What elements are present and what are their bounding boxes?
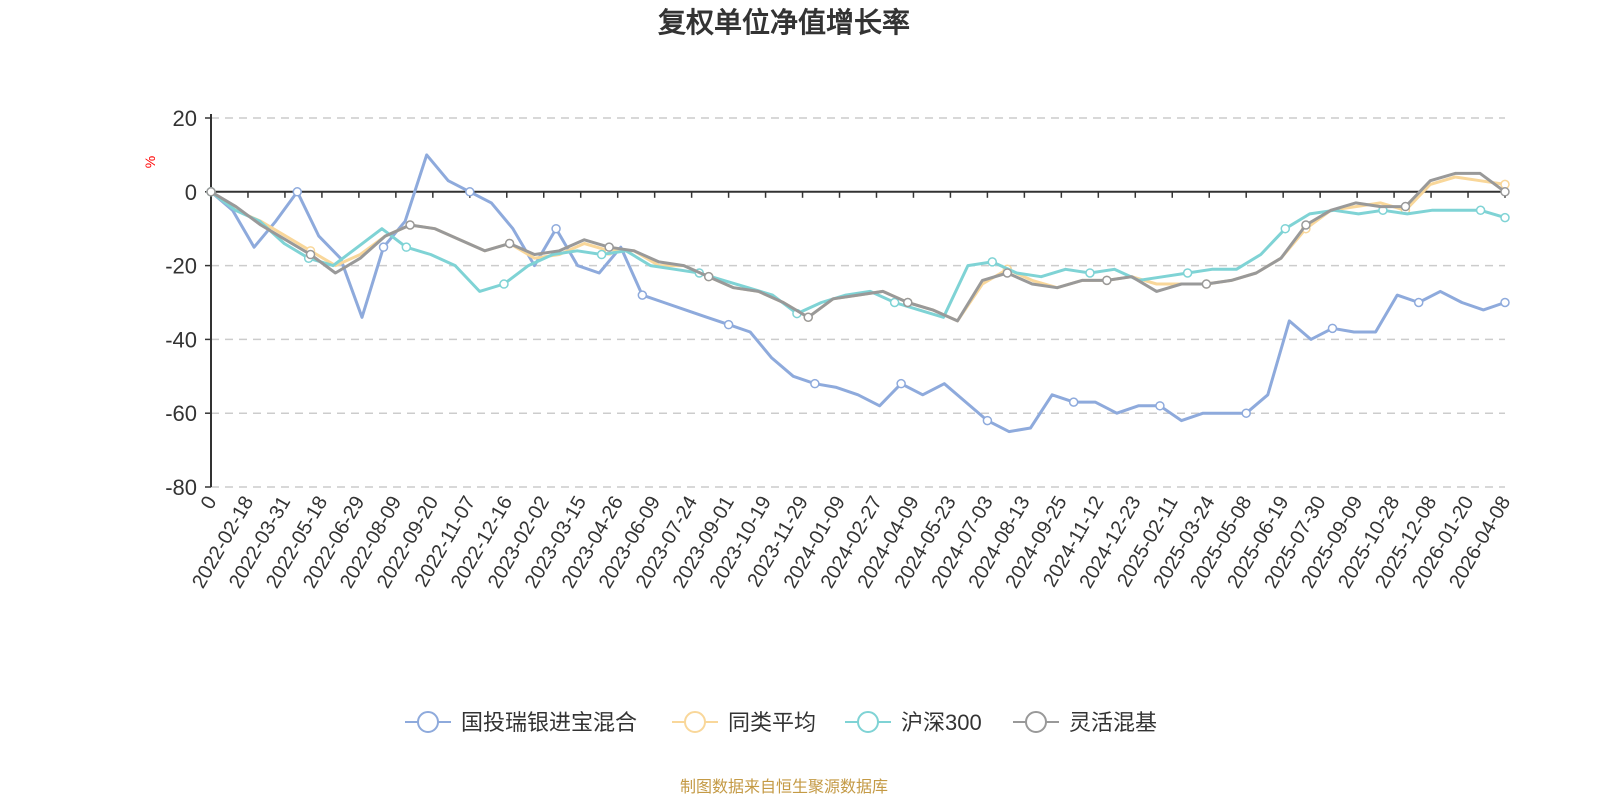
legend-item[interactable]: 沪深300 <box>845 710 982 735</box>
data-point <box>1241 408 1251 418</box>
legend-label: 同类平均 <box>728 710 816 735</box>
data-source-note: 制图数据来自恒生聚源数据库 <box>680 778 888 796</box>
data-point <box>1068 397 1079 407</box>
data-point <box>982 415 993 426</box>
legend-marker-icon <box>684 711 706 733</box>
data-point <box>1182 268 1193 278</box>
data-point <box>1413 297 1424 308</box>
y-tick-label: -80 <box>165 475 197 500</box>
data-point <box>1201 279 1212 289</box>
series-0 <box>206 153 1510 434</box>
data-point <box>1155 401 1165 411</box>
legend-label: 国投瑞银进宝混合 <box>461 710 637 735</box>
data-point <box>504 238 515 249</box>
legend-label: 沪深300 <box>901 710 982 735</box>
data-point <box>1085 268 1095 278</box>
legend-item[interactable]: 国投瑞银进宝混合 <box>405 710 637 735</box>
series-line <box>210 153 1506 434</box>
y-tick-label: -60 <box>165 401 197 426</box>
gridlines <box>211 117 1505 488</box>
legend-item[interactable]: 同类平均 <box>672 710 816 735</box>
y-axis-unit: % <box>142 156 158 168</box>
series-line <box>210 171 1506 323</box>
data-point <box>206 187 216 197</box>
data-point <box>1500 187 1510 197</box>
y-tick-label: -40 <box>165 327 197 352</box>
data-point <box>499 279 509 289</box>
chart-title: 复权单位净值增长率 <box>658 6 910 38</box>
data-point <box>378 242 389 252</box>
series-3 <box>206 171 1510 323</box>
legend-marker-icon <box>857 711 879 733</box>
data-point <box>1327 323 1338 334</box>
data-point <box>596 249 607 260</box>
data-point <box>1280 223 1291 234</box>
series-line <box>210 190 1506 319</box>
series-2 <box>206 187 1510 319</box>
data-point <box>604 242 614 252</box>
data-point <box>1475 205 1486 215</box>
legend-item[interactable]: 灵活混基 <box>1013 710 1157 735</box>
data-point <box>903 297 913 308</box>
data-point <box>551 223 561 234</box>
data-point <box>1500 297 1510 308</box>
data-point <box>723 319 734 330</box>
x-tick-label: 0 <box>197 493 222 514</box>
legend[interactable]: 国投瑞银进宝混合 同类平均 沪深300 灵活混基 <box>405 710 1157 735</box>
axes: 200-20-40-60-8002022-02-182022-03-312022… <box>165 106 1515 592</box>
data-point <box>305 249 316 260</box>
data-point <box>810 378 820 389</box>
data-point <box>1102 275 1112 286</box>
series-lines <box>206 153 1510 434</box>
data-point <box>405 220 415 230</box>
data-point <box>1002 268 1013 278</box>
legend-marker-icon <box>417 711 439 733</box>
data-point <box>703 271 714 282</box>
legend-marker-icon <box>1025 711 1047 733</box>
data-point <box>1301 220 1311 230</box>
y-tick-label: 0 <box>185 180 197 205</box>
data-point <box>896 378 906 389</box>
data-point <box>637 290 648 300</box>
data-point <box>465 187 475 197</box>
data-point <box>1500 212 1510 223</box>
data-point <box>987 257 998 267</box>
data-point <box>803 312 813 323</box>
data-point <box>292 187 303 197</box>
legend-label: 灵活混基 <box>1069 710 1157 735</box>
data-point <box>1400 201 1411 212</box>
y-tick-label: -20 <box>165 254 197 279</box>
y-tick-label: 20 <box>173 106 197 131</box>
data-point <box>401 242 412 252</box>
data-point <box>889 297 900 308</box>
